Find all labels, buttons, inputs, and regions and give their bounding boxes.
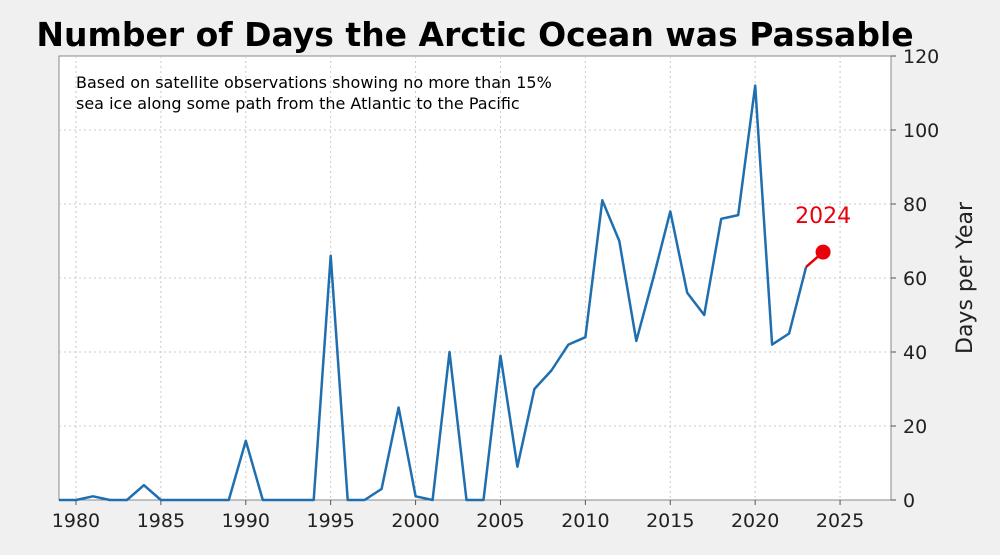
subtitle-line-2: sea ice along some path from the Atlanti… — [76, 94, 520, 113]
y-tick-label: 120 — [903, 46, 939, 68]
y-axis-label: Days per Year — [953, 201, 978, 354]
x-tick-label: 2010 — [561, 510, 609, 532]
x-tick-label: 1985 — [137, 510, 185, 532]
series-layer — [59, 84, 808, 502]
y-tick-label: 100 — [903, 120, 939, 142]
x-tick-label: 1995 — [306, 510, 354, 532]
gridlines — [59, 56, 891, 500]
highlight-label: 2024 — [795, 204, 851, 229]
x-tick-label: 2020 — [731, 510, 779, 532]
x-tick-label: 1980 — [52, 510, 100, 532]
y-tick-label: 80 — [903, 194, 927, 216]
highlight-layer: 2024 — [795, 204, 851, 268]
x-tick-label: 2025 — [816, 510, 864, 532]
y-tick-label: 20 — [903, 416, 927, 438]
subtitle-line-1: Based on satellite observations showing … — [76, 73, 552, 92]
y-tick-label: 60 — [903, 268, 927, 290]
x-tick-label: 2015 — [646, 510, 694, 532]
highlight-point — [815, 244, 831, 260]
chart-title: Number of Days the Arctic Ocean was Pass… — [36, 15, 913, 54]
x-tick-label: 2000 — [391, 510, 439, 532]
series-line — [59, 84, 808, 502]
x-tick-label: 2005 — [476, 510, 524, 532]
y-tick-label: 40 — [903, 342, 927, 364]
x-tick-label: 1990 — [222, 510, 270, 532]
axis-ticks: 1980 1985 1990 1995 2000 2005 2010 2015 2020 2025… — [52, 46, 939, 532]
y-tick-label: 0 — [903, 490, 915, 512]
